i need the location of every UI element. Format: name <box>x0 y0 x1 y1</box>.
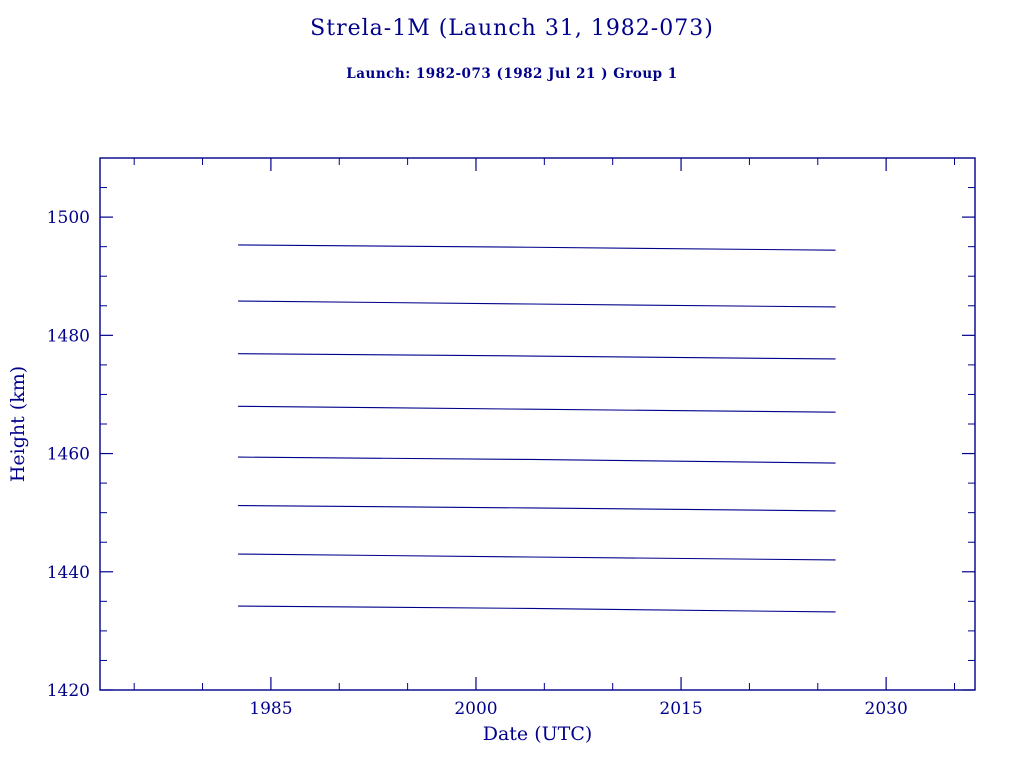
y-tick-label: 1500 <box>47 208 90 228</box>
plot-frame <box>99 157 976 691</box>
x-axis-label: Date (UTC) <box>483 723 593 745</box>
y-axis-label: Height (km) <box>7 366 29 482</box>
series-line-satellite-1 <box>238 244 836 251</box>
series-line-satellite-7 <box>238 553 836 561</box>
y-tick-label: 1420 <box>47 681 90 701</box>
y-tick-label: 1480 <box>47 326 90 346</box>
series-line-satellite-8 <box>238 605 836 613</box>
series-line-satellite-4 <box>238 405 836 413</box>
chart-title: Strela-1M (Launch 31, 1982-073) <box>310 16 714 41</box>
series-line-satellite-3 <box>238 353 836 360</box>
x-tick-label: 1985 <box>249 699 292 719</box>
series-line-satellite-5 <box>238 456 836 464</box>
series-line-satellite-6 <box>238 505 836 512</box>
x-tick-label: 2000 <box>454 699 497 719</box>
x-tick-label: 2030 <box>865 699 908 719</box>
x-tick-label: 2015 <box>659 699 702 719</box>
y-tick-label: 1460 <box>47 445 90 465</box>
series-line-satellite-2 <box>238 300 836 308</box>
y-tick-label: 1440 <box>47 563 90 583</box>
chart-subtitle: Launch: 1982-073 (1982 Jul 21 ) Group 1 <box>346 66 678 82</box>
